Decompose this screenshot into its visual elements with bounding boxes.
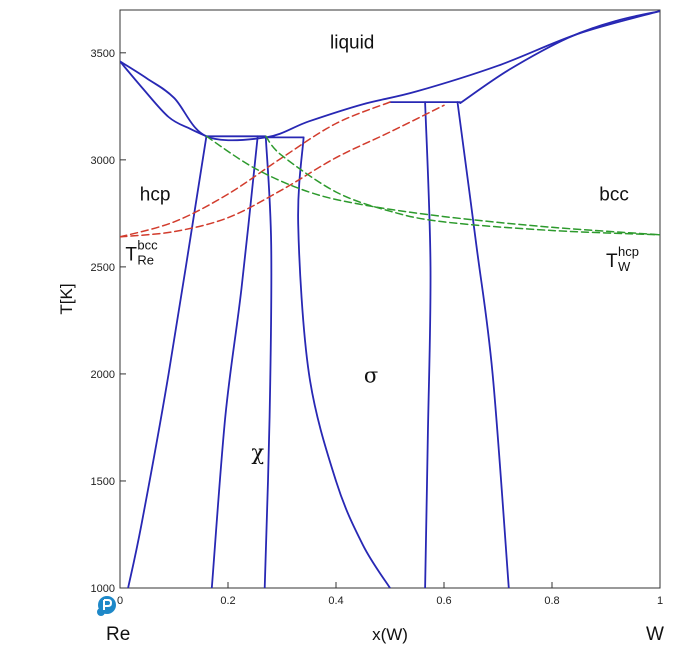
- x-tick-label: 1: [657, 595, 663, 607]
- y-tick-label: 2500: [91, 262, 115, 274]
- series-chi-right: [263, 136, 273, 588]
- y-tick-label: 3000: [91, 155, 115, 167]
- y-tick-label: 1500: [91, 476, 115, 488]
- x-axis-title: x(W): [372, 625, 408, 644]
- series-metastable-bcc-1: [120, 101, 391, 238]
- series-metastable-bcc-2: [120, 104, 445, 238]
- series-metastable-hcp-1: [265, 135, 660, 236]
- software-logo: [97, 596, 116, 616]
- reference-label-sup: bcc: [137, 237, 158, 252]
- y-axis-ticks: 1000 1500 2000 2500 3000 3500: [91, 48, 126, 595]
- series-liquidus: [120, 10, 660, 142]
- y-axis-title: T[K]: [57, 283, 76, 314]
- series-sigma-left: [297, 136, 391, 588]
- reference-label-sup: hcp: [618, 244, 639, 259]
- phase-label: χ: [251, 441, 264, 465]
- reference-label-sub: Re: [137, 252, 154, 267]
- phase-label: σ: [364, 363, 378, 387]
- x-tick-label: 0.2: [220, 595, 235, 607]
- reference-label-main: T: [125, 244, 137, 265]
- reference-label-main: T: [606, 251, 618, 272]
- x-tick-label: 0: [117, 595, 123, 607]
- series-chi-left: [210, 135, 259, 588]
- phase-label: liquid: [330, 33, 374, 54]
- series-solidus-hcp: [120, 60, 208, 138]
- x-axis-ticks: 0 0.2 0.4 0.6 0.8 1: [117, 582, 663, 607]
- y-tick-label: 2000: [91, 369, 115, 381]
- y-tick-label: 3500: [91, 48, 115, 60]
- y-tick-label: 1000: [91, 583, 115, 595]
- series-solidus-bcc: [459, 10, 660, 104]
- series-sigma-right: [424, 101, 432, 588]
- end-label-right: W: [646, 624, 664, 645]
- phase-labels: liquid hcp bcc σ χ: [140, 33, 629, 465]
- series-layer: [120, 10, 660, 588]
- x-tick-label: 0.4: [328, 595, 343, 607]
- plot-area-frame: [119, 9, 661, 589]
- phase-label: bcc: [599, 185, 629, 206]
- series-bcc-solvus: [456, 101, 510, 588]
- end-label-left: Re: [106, 624, 130, 645]
- reference-label-sub: W: [618, 259, 631, 274]
- x-tick-label: 0.8: [544, 595, 559, 607]
- x-tick-label: 0.6: [436, 595, 451, 607]
- series-metastable-hcp-2: [205, 135, 660, 236]
- series-hcp-solvus: [127, 135, 208, 588]
- phase-label: hcp: [140, 185, 171, 206]
